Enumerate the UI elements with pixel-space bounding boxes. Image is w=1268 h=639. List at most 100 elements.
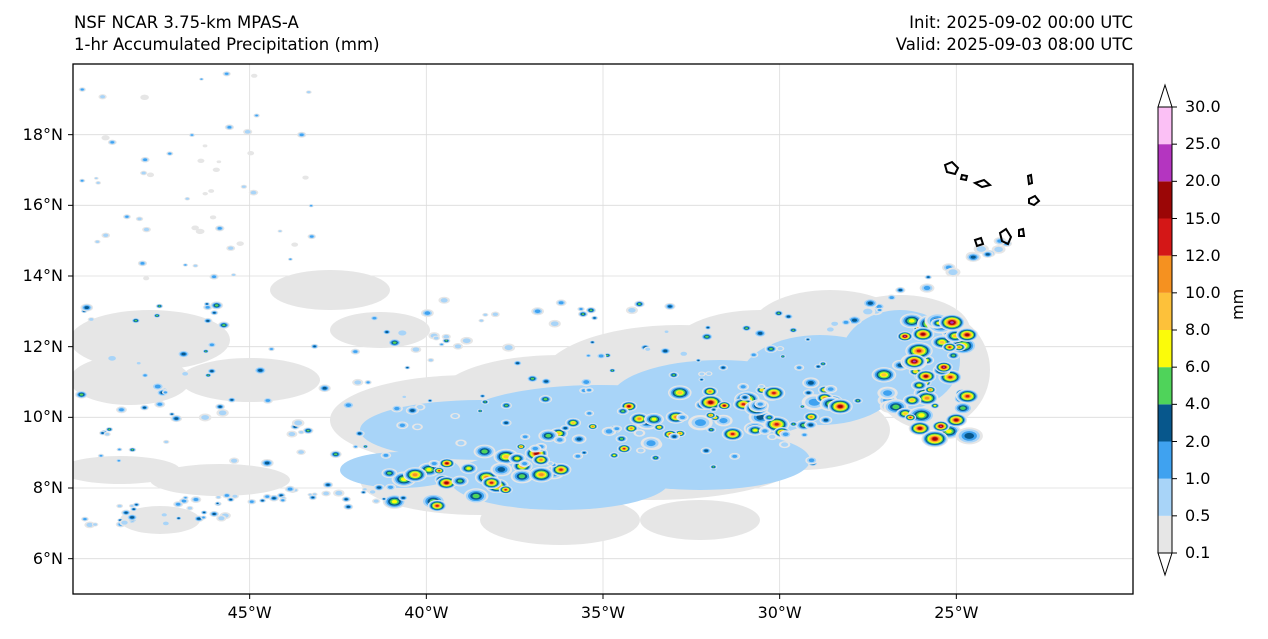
precip-contour: [265, 495, 270, 498]
precip-contour: [143, 158, 148, 162]
precip-contour: [258, 368, 263, 372]
precip-contour: [428, 358, 433, 362]
scattered-cell: [804, 337, 812, 342]
precip-contour: [306, 429, 310, 432]
scattered-cell: [229, 457, 240, 464]
precip-contour: [939, 340, 945, 344]
precip-contour: [544, 380, 549, 383]
precip-contour: [581, 313, 585, 316]
precip-contour: [101, 135, 110, 141]
northwest-cell: [236, 241, 244, 246]
scattered-cell: [481, 399, 490, 405]
main-band-cell: [571, 434, 587, 444]
precip-contour: [431, 461, 437, 466]
colorbar-segment: [1158, 404, 1172, 442]
precip-contour: [309, 205, 313, 207]
northwest-cell: [199, 77, 204, 81]
scattered-cell: [553, 435, 567, 444]
main-band-cell: [717, 401, 732, 411]
scattered-cell: [364, 380, 372, 385]
precip-contour: [856, 399, 860, 402]
precip-contour: [680, 351, 688, 356]
precip-contour: [250, 190, 257, 195]
precip-contour: [291, 242, 299, 247]
colorbar-under-extension: [1157, 552, 1173, 577]
northwest-cell: [277, 229, 283, 233]
precip-contour: [312, 493, 317, 496]
main-band-cell: [701, 386, 718, 397]
precip-contour: [193, 498, 199, 502]
southern-band-cell: [361, 487, 368, 492]
scattered-cell: [410, 346, 422, 353]
scattered-cell: [753, 329, 767, 338]
scattered-cell: [218, 321, 230, 329]
scattered-cell: [546, 461, 555, 466]
precip-contour: [492, 312, 499, 317]
scattered-cell: [268, 346, 275, 352]
precip-contour: [402, 395, 407, 398]
precip-contour: [232, 494, 238, 498]
precip-contour: [249, 500, 254, 503]
colorbar-level-label: 0.1: [1185, 543, 1211, 562]
scattered-cell: [390, 404, 403, 413]
precip-contour: [663, 349, 668, 353]
precip-contour: [960, 406, 966, 410]
scattered-cell: [155, 303, 164, 309]
precip-contour: [563, 427, 568, 430]
main-band-cell: [528, 444, 542, 453]
northwest-cell: [224, 124, 235, 131]
southern-band-cell: [384, 483, 397, 491]
colorbar-level-label: 15.0: [1185, 208, 1221, 228]
scattered-cell: [260, 458, 274, 468]
northwest-cell: [195, 228, 205, 235]
precip-contour: [851, 318, 858, 322]
precip-contour: [559, 468, 563, 471]
scattered-cell: [128, 447, 137, 453]
northwest-cell: [107, 139, 117, 145]
main-band-cell: [915, 390, 939, 406]
eastern-cluster-cell: [921, 430, 949, 448]
scattered-cell: [438, 296, 450, 304]
precip-contour: [195, 228, 205, 235]
colorbar-level-label: 25.0: [1185, 134, 1221, 154]
precip-contour: [806, 391, 811, 394]
precip-contour: [406, 367, 409, 369]
precip-contour: [932, 437, 937, 441]
precip-contour: [155, 314, 159, 317]
southern-band-cell: [209, 510, 220, 517]
northwest-cell: [226, 245, 236, 251]
colorbar-segment: [1158, 515, 1172, 553]
precip-contour: [706, 326, 710, 329]
precip-contour: [117, 504, 122, 508]
precip-contour: [136, 362, 141, 365]
precip-contour: [771, 391, 776, 395]
precip-contour: [241, 185, 246, 188]
precip-contour: [806, 338, 809, 341]
precip-contour: [313, 345, 316, 348]
scattered-cell: [783, 313, 794, 320]
precip-contour: [255, 114, 259, 117]
precip-contour: [154, 384, 161, 389]
island-sal: [1026, 173, 1034, 186]
precip-contour: [637, 448, 644, 453]
precip-contour: [481, 449, 488, 454]
precip-contour: [918, 413, 925, 418]
scattered-cell: [773, 310, 784, 317]
northwest-cell: [95, 181, 101, 185]
eastern-cluster-cell: [955, 389, 980, 404]
scattered-cell: [616, 407, 629, 416]
scattered-cell: [115, 458, 122, 463]
precip-contour: [208, 189, 215, 193]
scattered-cell: [203, 317, 213, 324]
precip-contour: [910, 399, 915, 402]
northwest-cell: [209, 273, 219, 280]
eastern-cluster-cell: [955, 427, 983, 445]
scattered-cell: [668, 371, 679, 379]
precip-contour: [821, 363, 825, 365]
main-band-cell: [438, 458, 455, 469]
precip-contour: [209, 343, 215, 347]
precip-contour: [105, 432, 110, 436]
precip-contour: [429, 400, 432, 402]
colorbar-segment: [1158, 218, 1172, 256]
scattered-cell: [432, 335, 441, 341]
